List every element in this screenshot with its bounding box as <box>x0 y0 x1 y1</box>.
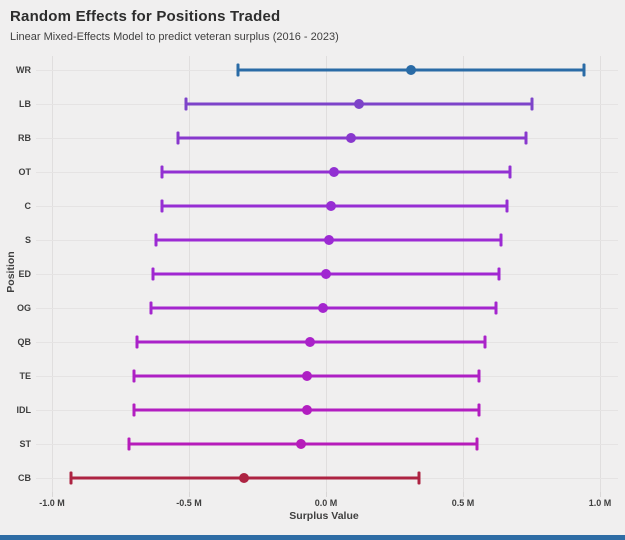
ci-cap-left <box>184 97 188 111</box>
ci-cap-left <box>69 471 73 485</box>
y-tick-label: TE <box>19 371 31 381</box>
estimate-dot <box>301 405 312 415</box>
y-tick-label: IDL <box>16 405 32 415</box>
ci-cap-left <box>132 369 136 383</box>
ci-cap-left <box>160 165 164 179</box>
estimate-dot <box>296 439 307 449</box>
ci-cap-right <box>582 63 586 77</box>
x-tick-mark <box>326 492 327 497</box>
bottom-accent-bar <box>0 535 625 540</box>
estimate-dot <box>301 371 312 381</box>
ci-cap-right <box>477 369 481 383</box>
ci-cap-left <box>160 199 164 213</box>
ci-cap-left <box>151 267 155 281</box>
estimate-dot <box>329 167 340 177</box>
estimate-dot <box>326 201 337 211</box>
y-tick-label: LB <box>19 99 31 109</box>
ci-cap-right <box>530 97 533 111</box>
chart-subtitle: Linear Mixed-Effects Model to predict ve… <box>10 31 339 43</box>
y-axis-title: Position <box>5 251 17 293</box>
estimate-dot <box>318 303 329 313</box>
y-tick-label: CB <box>18 473 31 483</box>
x-tick-mark <box>600 492 601 497</box>
x-tick-mark <box>463 492 464 497</box>
estimate-dot <box>323 235 334 245</box>
estimate-dot <box>353 99 364 109</box>
ci-cap-right <box>524 131 528 145</box>
estimate-dot <box>345 133 356 143</box>
y-tick-label: ED <box>18 269 31 279</box>
y-tick-label: RB <box>18 133 31 143</box>
x-tick-label: -0.5 M <box>176 498 202 508</box>
y-tick-label: OT <box>18 167 32 177</box>
chart-title: Random Effects for Positions Traded <box>10 8 281 25</box>
ci-cap-left <box>236 63 240 77</box>
ci-cap-left <box>176 131 180 145</box>
ci-cap-left <box>127 437 131 451</box>
y-tick-label: WR <box>16 65 31 75</box>
x-tick-label: 0.0 M <box>314 498 338 508</box>
ci-cap-left <box>154 233 158 247</box>
ci-cap-left <box>149 301 153 315</box>
y-tick-label: OG <box>16 303 31 313</box>
ci-cap-right <box>483 335 487 349</box>
ci-cap-right <box>508 165 512 179</box>
estimate-dot <box>321 269 331 279</box>
ci-cap-left <box>132 403 136 417</box>
x-tick-label: 0.5 M <box>451 498 475 508</box>
ci-cap-left <box>135 335 139 349</box>
x-tick-mark <box>189 492 190 497</box>
ci-cap-right <box>494 301 498 315</box>
y-tick-label: C <box>24 201 32 211</box>
ci-cap-right <box>499 233 503 247</box>
x-axis-title: Surplus Value <box>289 510 359 522</box>
estimate-dot <box>304 337 315 347</box>
x-tick-label: 1.0 M <box>588 498 612 508</box>
x-tick-label: -1.0 M <box>39 498 65 508</box>
ci-cap-right <box>505 199 509 213</box>
y-tick-label: ST <box>19 439 31 449</box>
ci-cap-right <box>497 267 501 281</box>
ci-cap-right <box>477 403 481 417</box>
estimate-dot <box>238 473 249 483</box>
ci-cap-right <box>475 437 479 451</box>
estimate-dot <box>405 65 416 75</box>
ci-cap-right <box>417 471 421 485</box>
y-tick-label: QB <box>17 337 32 347</box>
x-tick-mark <box>52 492 53 497</box>
y-tick-label: S <box>24 235 31 245</box>
